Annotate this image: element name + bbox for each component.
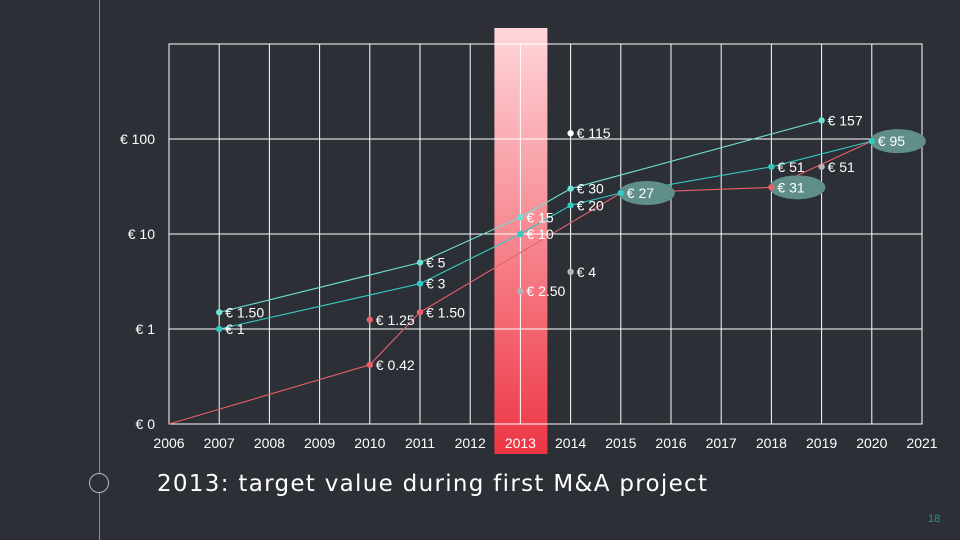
data-label: € 1.25: [376, 312, 415, 328]
data-point: [617, 189, 624, 197]
data-point: [416, 280, 424, 287]
data-label: € 5: [426, 255, 446, 271]
y-tick-label: € 10: [128, 226, 155, 242]
data-label: € 27: [627, 185, 654, 201]
data-label: € 1.50: [225, 304, 264, 320]
y-tick-label: € 100: [120, 131, 155, 147]
x-tick-label: 2016: [655, 435, 686, 451]
x-tick-label: 2007: [204, 435, 235, 451]
data-point: [517, 214, 524, 221]
data-label: € 15: [526, 209, 553, 225]
x-tick-label: 2015: [605, 435, 636, 451]
data-point: [818, 117, 825, 124]
x-tick-label: 2012: [455, 435, 486, 451]
data-point: [216, 325, 223, 333]
x-tick-label: 2014: [555, 435, 586, 451]
data-label: € 1.50: [426, 304, 465, 320]
x-tick-label: 2006: [153, 435, 184, 451]
data-label: € 2.50: [526, 283, 565, 299]
data-point: [567, 185, 574, 192]
value-callout: [769, 175, 826, 200]
data-point: [216, 309, 223, 316]
x-tick-label: 2009: [304, 435, 335, 451]
x-tick-label: 2011: [405, 435, 435, 451]
x-tick-label: 2021: [906, 435, 937, 451]
value-callout: [618, 181, 675, 206]
y-tick-label: € 1: [136, 321, 156, 337]
data-point: [517, 230, 524, 238]
slide-caption: 2013: target value during first M&A proj…: [157, 471, 709, 497]
page-number: 18: [928, 513, 941, 525]
data-point: [567, 130, 574, 137]
data-label: € 3: [426, 276, 446, 292]
data-label: € 31: [777, 179, 804, 195]
data-label: € 0.42: [376, 357, 415, 373]
data-point: [567, 202, 574, 209]
data-label: € 1: [225, 321, 245, 337]
data-label: € 4: [577, 264, 597, 280]
x-tick-label: 2017: [706, 435, 737, 451]
data-point: [818, 163, 825, 170]
x-tick-label: 2013: [505, 435, 536, 451]
x-tick-label: 2010: [354, 435, 385, 451]
y-tick-label: € 0: [136, 416, 156, 432]
value-callout: [869, 129, 926, 154]
decorative-circle-icon: [89, 473, 109, 493]
data-label: € 20: [577, 197, 604, 213]
data-point: [416, 259, 424, 266]
data-label: € 51: [777, 159, 804, 175]
data-point: [517, 287, 524, 295]
data-point: [768, 163, 775, 170]
data-point: [868, 137, 875, 145]
x-tick-label: 2020: [856, 435, 887, 451]
data-label: € 95: [878, 133, 905, 149]
data-point: [366, 361, 373, 368]
data-point: [567, 268, 574, 276]
data-point: [366, 316, 373, 323]
x-tick-label: 2019: [806, 435, 837, 451]
x-tick-label: 2008: [254, 435, 285, 451]
data-point: [416, 309, 424, 316]
decorative-vertical-line: [99, 0, 100, 540]
data-label: € 30: [577, 181, 604, 197]
data-label: € 115: [577, 125, 611, 141]
data-label: € 157: [828, 112, 863, 128]
data-label: € 51: [828, 159, 855, 175]
x-tick-label: 2018: [756, 435, 787, 451]
data-label: € 10: [526, 226, 553, 242]
data-point: [768, 184, 775, 191]
